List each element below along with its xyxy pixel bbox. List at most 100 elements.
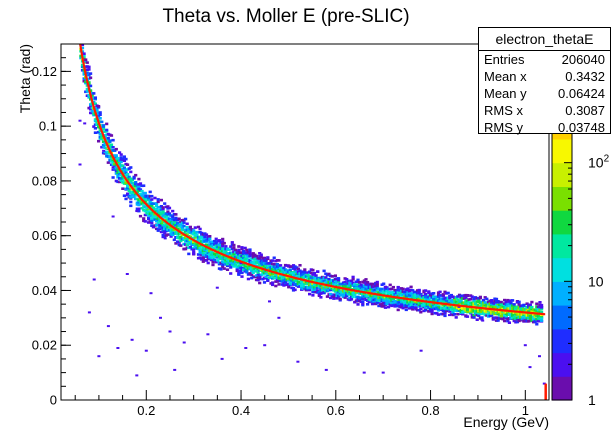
heatmap-cell — [105, 152, 109, 155]
heatmap-cell — [443, 311, 447, 315]
heatmap-cell — [233, 255, 238, 259]
heatmap-cell — [485, 297, 489, 301]
heatmap-cell — [245, 268, 249, 271]
heatmap-cell — [145, 198, 149, 201]
heatmap-cell — [251, 258, 255, 261]
heatmap-cell — [411, 308, 415, 311]
heatmap-cell — [527, 310, 531, 313]
heatmap-cell — [159, 212, 163, 215]
heatmap-cell — [225, 262, 230, 266]
heatmap-cell — [248, 248, 252, 251]
heatmap-cell — [301, 273, 305, 276]
heatmap-cell — [485, 314, 489, 317]
colorbar-segment — [552, 257, 572, 282]
heatmap-cell — [142, 217, 146, 220]
heatmap-cell — [135, 197, 139, 201]
heatmap-cell — [138, 182, 143, 185]
heatmap-cell — [119, 179, 123, 182]
heatmap-cell — [201, 246, 205, 250]
heatmap-cell — [282, 284, 286, 287]
heatmap-cell — [195, 230, 199, 234]
heatmap-cell — [382, 299, 386, 302]
heatmap-cell — [275, 263, 279, 266]
heatmap-cell — [208, 235, 212, 238]
heatmap-cell — [530, 309, 534, 313]
heatmap-cell — [101, 127, 106, 131]
heatmap-cell — [456, 306, 460, 310]
heatmap-cell — [283, 280, 288, 284]
scatter-point — [239, 262, 243, 265]
scatter-point — [263, 344, 267, 347]
heatmap-cell — [330, 275, 334, 278]
heatmap-cell — [435, 306, 439, 309]
heatmap-cell — [100, 120, 104, 124]
heatmap-cell — [145, 212, 149, 215]
heatmap-cell — [445, 309, 449, 313]
heatmap-cell — [156, 200, 160, 204]
heatmap-cell — [411, 289, 415, 292]
heatmap-cell — [232, 243, 236, 247]
heatmap-cell — [159, 222, 163, 225]
heatmap-cell — [116, 171, 120, 174]
colorbar-segment — [552, 328, 572, 354]
heatmap-cell — [391, 285, 395, 289]
heatmap-cell — [240, 266, 244, 270]
heatmap-cell — [311, 268, 315, 272]
heatmap-cell — [225, 258, 230, 261]
heatmap-cell — [512, 305, 516, 309]
heatmap-cell — [438, 294, 442, 297]
heatmap-cell — [190, 230, 194, 233]
heatmap-cell — [540, 310, 544, 314]
heatmap-cell — [441, 308, 445, 311]
heatmap-cell — [343, 292, 347, 296]
heatmap-cell — [501, 314, 505, 318]
heatmap-cell — [279, 266, 283, 270]
heatmap-cell — [97, 114, 101, 118]
heatmap-cell — [382, 305, 386, 308]
heatmap-cell — [349, 290, 354, 293]
colorbar-segment — [552, 352, 572, 377]
heatmap-cell — [116, 159, 120, 163]
heatmap-cell — [393, 288, 397, 292]
heatmap-cell — [485, 310, 489, 314]
heatmap-cell — [353, 284, 357, 288]
heatmap-cell — [441, 293, 445, 296]
heatmap-cell — [177, 217, 181, 221]
heatmap-cell — [111, 176, 115, 179]
heatmap-cell — [533, 308, 537, 312]
heatmap-cell — [293, 265, 297, 268]
heatmap-cell — [159, 208, 163, 211]
heatmap-cell — [248, 267, 252, 271]
heatmap-cell — [385, 286, 389, 289]
heatmap-cell — [248, 266, 252, 269]
scatter-point — [528, 366, 532, 369]
scatter-point — [168, 330, 172, 333]
colorbar-segment — [552, 210, 572, 235]
heatmap-cell — [129, 170, 133, 174]
heatmap-cell — [412, 306, 416, 309]
colorbar-segment — [552, 162, 572, 187]
heatmap-cell — [174, 223, 178, 227]
y-tick-label: 0.08 — [32, 173, 57, 188]
heatmap-cell — [501, 317, 505, 321]
heatmap-cell — [258, 252, 262, 255]
heatmap-cell — [159, 198, 163, 202]
heatmap-cell — [325, 295, 329, 298]
heatmap-cell — [85, 65, 89, 68]
kinematic-curve — [79, 44, 546, 316]
heatmap-cell — [461, 312, 465, 316]
heatmap-cell — [114, 166, 118, 170]
heatmap-cell — [174, 216, 178, 220]
heatmap-cell — [204, 251, 209, 255]
heatmap-cell — [403, 292, 407, 295]
heatmap-cell — [320, 289, 325, 292]
heatmap-cell — [171, 215, 175, 218]
heatmap-cell — [512, 307, 516, 311]
scatter-point — [244, 347, 248, 349]
heatmap-cell — [419, 307, 423, 311]
heatmap-cell — [114, 157, 118, 161]
heatmap-cell — [179, 235, 183, 239]
heatmap-cell — [441, 312, 445, 316]
heatmap-cell — [209, 258, 213, 262]
heatmap-cell — [217, 245, 221, 249]
